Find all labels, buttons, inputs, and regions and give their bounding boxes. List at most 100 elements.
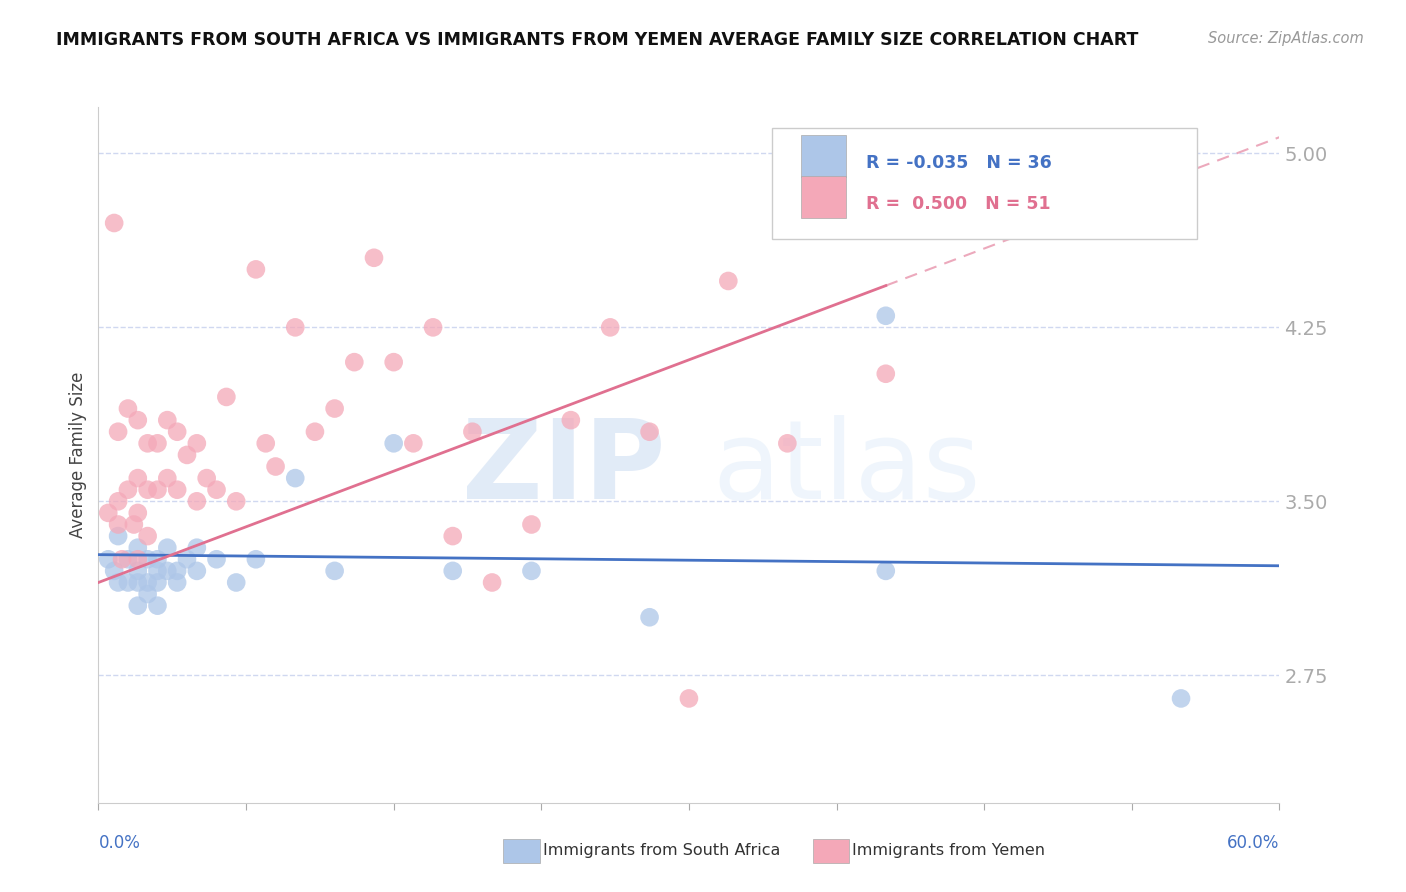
Point <box>97 506 120 520</box>
Point <box>117 552 139 566</box>
FancyBboxPatch shape <box>772 128 1197 239</box>
Point <box>97 552 120 566</box>
Point <box>136 552 159 566</box>
Point <box>520 517 543 532</box>
Text: IMMIGRANTS FROM SOUTH AFRICA VS IMMIGRANTS FROM YEMEN AVERAGE FAMILY SIZE CORREL: IMMIGRANTS FROM SOUTH AFRICA VS IMMIGRAN… <box>56 31 1139 49</box>
Point <box>146 564 169 578</box>
Point <box>136 483 159 497</box>
Point <box>117 575 139 590</box>
Point <box>225 494 247 508</box>
Point <box>195 471 218 485</box>
Point <box>284 471 307 485</box>
Point <box>215 390 238 404</box>
Point <box>166 564 188 578</box>
Point <box>520 564 543 578</box>
Point <box>875 367 897 381</box>
Point <box>560 413 582 427</box>
Point <box>638 610 661 624</box>
Point <box>146 483 169 497</box>
Text: R =  0.500   N = 51: R = 0.500 N = 51 <box>866 195 1050 213</box>
Point <box>136 587 159 601</box>
Point <box>717 274 740 288</box>
Point <box>127 564 149 578</box>
Point <box>156 471 179 485</box>
Point <box>245 552 267 566</box>
Point <box>186 436 208 450</box>
Point <box>127 575 149 590</box>
Text: 0.0%: 0.0% <box>98 834 141 852</box>
Point <box>107 529 129 543</box>
Point <box>136 529 159 543</box>
Point <box>441 529 464 543</box>
Point <box>136 575 159 590</box>
Point <box>422 320 444 334</box>
Point <box>382 436 405 450</box>
Point <box>678 691 700 706</box>
Point <box>186 494 208 508</box>
Point <box>156 541 179 555</box>
Point <box>127 506 149 520</box>
Point <box>875 309 897 323</box>
FancyBboxPatch shape <box>801 177 846 219</box>
Point <box>146 599 169 613</box>
Point <box>146 552 169 566</box>
Text: ZIP: ZIP <box>463 416 665 523</box>
Point <box>481 575 503 590</box>
Point <box>107 494 129 508</box>
Text: 60.0%: 60.0% <box>1227 834 1279 852</box>
Point <box>111 552 134 566</box>
Point <box>156 413 179 427</box>
Point <box>176 448 198 462</box>
Y-axis label: Average Family Size: Average Family Size <box>69 372 87 538</box>
Point <box>363 251 385 265</box>
Point <box>127 599 149 613</box>
Text: Immigrants from South Africa: Immigrants from South Africa <box>543 844 780 858</box>
Point <box>146 575 169 590</box>
Point <box>156 564 179 578</box>
Point <box>461 425 484 439</box>
Point <box>127 552 149 566</box>
Point <box>875 564 897 578</box>
Text: atlas: atlas <box>713 416 981 523</box>
Point <box>323 401 346 416</box>
Point <box>776 436 799 450</box>
Point <box>103 216 125 230</box>
Point <box>146 436 169 450</box>
Point <box>127 413 149 427</box>
Text: Immigrants from Yemen: Immigrants from Yemen <box>852 844 1045 858</box>
Point <box>103 564 125 578</box>
Point <box>117 401 139 416</box>
Point <box>264 459 287 474</box>
Point <box>441 564 464 578</box>
Point <box>107 517 129 532</box>
Point <box>117 483 139 497</box>
Point <box>166 483 188 497</box>
Point <box>638 425 661 439</box>
Point <box>343 355 366 369</box>
Point <box>599 320 621 334</box>
Text: R = -0.035   N = 36: R = -0.035 N = 36 <box>866 153 1052 171</box>
Point <box>225 575 247 590</box>
Point <box>186 564 208 578</box>
Point <box>166 575 188 590</box>
Point <box>127 541 149 555</box>
Point <box>205 552 228 566</box>
Text: Source: ZipAtlas.com: Source: ZipAtlas.com <box>1208 31 1364 46</box>
Point <box>205 483 228 497</box>
Point <box>402 436 425 450</box>
Point <box>176 552 198 566</box>
Point <box>122 517 145 532</box>
Point <box>1170 691 1192 706</box>
Point <box>382 355 405 369</box>
Point <box>254 436 277 450</box>
Point <box>127 471 149 485</box>
Point <box>136 436 159 450</box>
Point <box>107 575 129 590</box>
FancyBboxPatch shape <box>801 135 846 177</box>
Point <box>166 425 188 439</box>
Point <box>245 262 267 277</box>
Point <box>284 320 307 334</box>
Point <box>107 425 129 439</box>
Point <box>304 425 326 439</box>
Point <box>186 541 208 555</box>
